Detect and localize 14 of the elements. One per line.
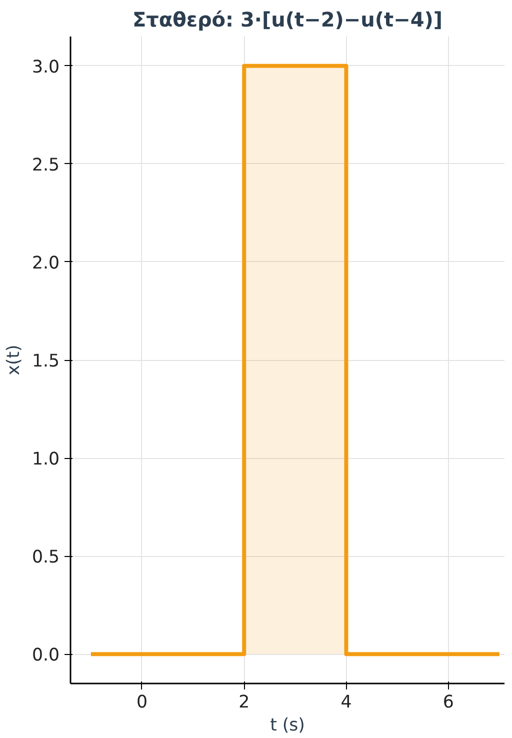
x-axis-title: t (s): [270, 716, 305, 736]
y-tick-label: 3.0: [32, 57, 60, 78]
y-axis-title: x(t): [4, 344, 24, 376]
y-tick-label: 2.0: [32, 253, 60, 274]
y-tick-label: 0.0: [32, 646, 60, 666]
y-tick-label: 2.5: [32, 155, 60, 176]
y-tick-label: 1.0: [32, 450, 60, 470]
x-tick-label: 0: [136, 692, 148, 712]
x-tick-label: 4: [340, 692, 352, 712]
chart-title: Σταθερό: 3·[u(t−2)−u(t−4)]: [132, 8, 443, 32]
y-tick-label: 0.5: [32, 548, 60, 568]
x-tick-label: 6: [442, 692, 454, 712]
x-tick-label: 2: [238, 692, 250, 712]
y-tick-label: 1.5: [32, 352, 60, 372]
